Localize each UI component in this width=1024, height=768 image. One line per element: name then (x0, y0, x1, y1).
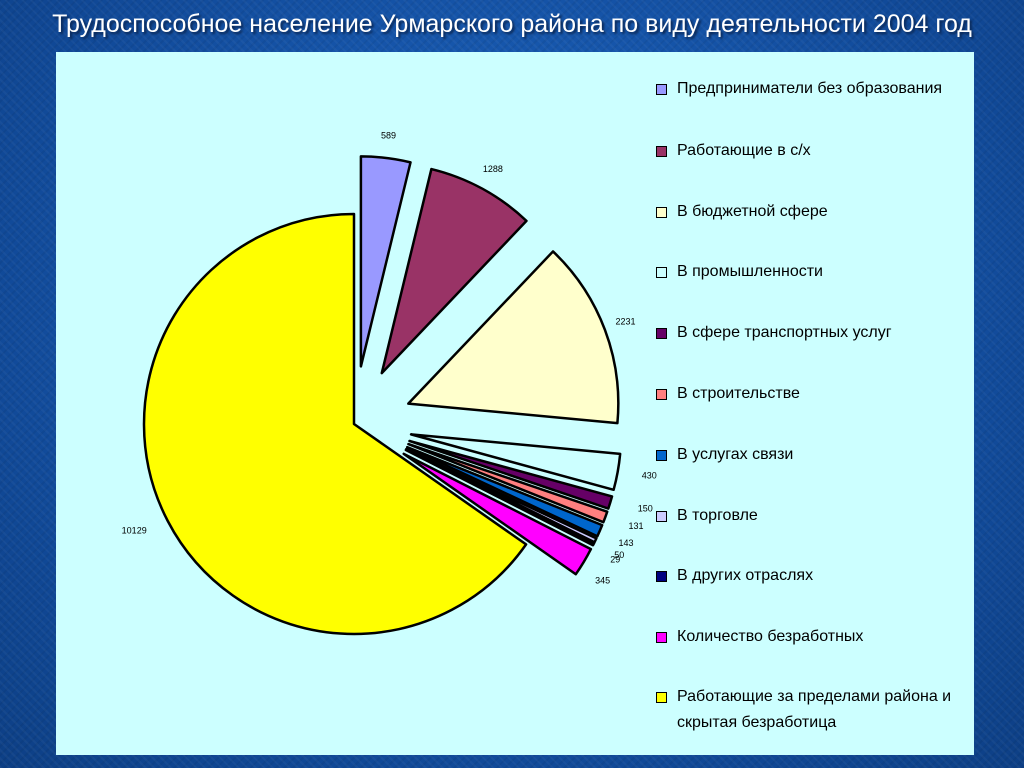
legend-swatch-9 (656, 632, 667, 643)
legend-swatch-2 (656, 207, 667, 218)
legend-swatch-7 (656, 511, 667, 522)
data-label-8: 29 (610, 554, 620, 564)
pie-slice-5 (407, 442, 609, 524)
legend-label-6: В услугах связи (677, 446, 794, 463)
chart-area: 589 1288 2231 430 150 131 143 50 29 345 10129 Пред… (56, 52, 974, 755)
data-label-10: 10129 (122, 526, 147, 536)
pie-slice-2 (407, 250, 620, 425)
legend-item-10: Работающие за пределами района и скрытая… (656, 688, 966, 736)
data-label-6: 143 (618, 538, 633, 548)
legend-swatch-3 (656, 267, 667, 278)
legend-item-3: В промышленности (656, 263, 966, 285)
legend-label-9: Количество безработных (677, 628, 864, 645)
pie-slice-10 (142, 212, 528, 636)
legend-swatch-8 (656, 571, 667, 582)
legend-item-5: В строительстве (656, 385, 966, 407)
legend-label-3: В промышленности (677, 263, 823, 280)
legend-item-4: В сфере транспортных услуг (656, 324, 966, 346)
legend-item-9: Количество безработных (656, 628, 966, 650)
legend-label-8: В других отраслях (677, 567, 814, 584)
pie-slice-0 (359, 155, 412, 368)
data-label-2: 2231 (615, 316, 635, 326)
legend-label-0: Предприниматели без образования (677, 80, 943, 97)
legend-swatch-4 (656, 328, 667, 339)
legend-label-4: В сфере транспортных услуг (677, 324, 892, 341)
legend-label-10: Работающие за пределами района и скрытая… (677, 688, 952, 731)
legend-item-0: Предприниматели без образования (656, 80, 966, 102)
legend-label-5: В строительстве (677, 385, 800, 402)
legend-label-7: В торговле (677, 507, 758, 524)
data-label-1: 1288 (483, 164, 503, 174)
pie-slice-4 (408, 439, 614, 510)
pie-slice-8 (404, 448, 596, 547)
legend-item-2: В бюджетной сфере (656, 203, 966, 225)
legend-swatch-1 (656, 146, 667, 157)
pie-slice-6 (405, 445, 604, 538)
legend-swatch-0 (656, 84, 667, 95)
data-label-7: 50 (614, 550, 624, 560)
data-label-5: 131 (628, 521, 643, 531)
data-label-3: 430 (642, 470, 657, 480)
slide-title: Трудоспособное население Урмарского райо… (52, 10, 972, 38)
legend-label-2: В бюджетной сфере (677, 203, 828, 220)
legend-swatch-6 (656, 450, 667, 461)
pie-slice-3 (409, 433, 622, 492)
data-label-9: 345 (595, 576, 610, 586)
legend-item-6: В услугах связи (656, 446, 966, 468)
legend-item-8: В других отраслях (656, 567, 966, 589)
legend-label-1: Работающие в с/х (677, 142, 811, 159)
legend-swatch-5 (656, 389, 667, 400)
pie-slice-1 (380, 167, 528, 375)
pie-slice-9 (402, 452, 593, 576)
legend-item-7: В торговле (656, 507, 966, 529)
legend-swatch-10 (656, 692, 667, 703)
data-label-0: 589 (381, 130, 396, 140)
data-label-4: 150 (638, 503, 653, 513)
legend-item-1: Работающие в с/х (656, 142, 966, 164)
